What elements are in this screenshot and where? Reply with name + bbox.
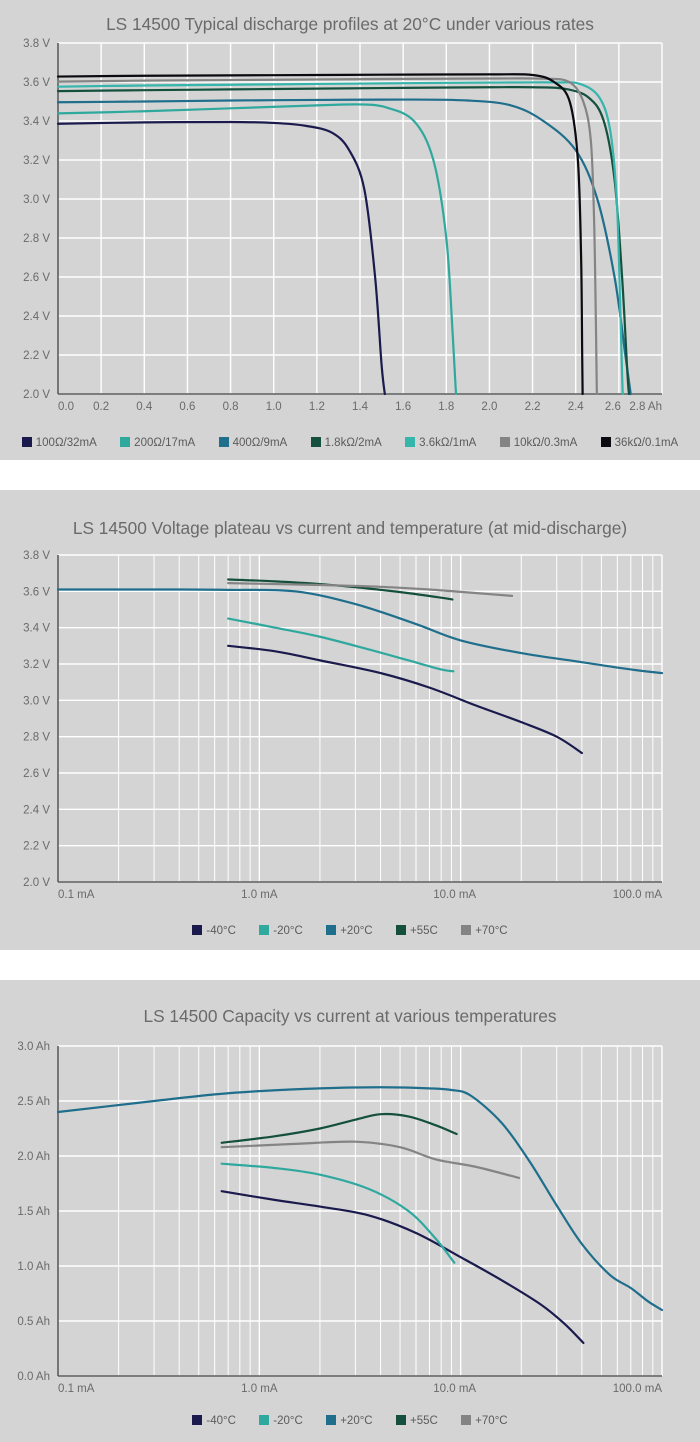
svg-text:1.8: 1.8 bbox=[438, 401, 454, 413]
svg-text:2.8 V: 2.8 V bbox=[23, 732, 50, 744]
svg-text:0.5 Ah: 0.5 Ah bbox=[17, 1316, 50, 1328]
svg-text:2.4 V: 2.4 V bbox=[23, 311, 50, 323]
svg-text:0.1 mA: 0.1 mA bbox=[58, 889, 95, 901]
svg-text:3.8 V: 3.8 V bbox=[23, 38, 50, 50]
svg-text:1.0 Ah: 1.0 Ah bbox=[17, 1261, 50, 1273]
svg-text:1.5 Ah: 1.5 Ah bbox=[17, 1206, 50, 1218]
svg-text:3.0 V: 3.0 V bbox=[23, 695, 50, 707]
svg-text:2.0 V: 2.0 V bbox=[23, 389, 50, 401]
svg-text:1.0: 1.0 bbox=[266, 401, 282, 413]
svg-text:10.0 mA: 10.0 mA bbox=[433, 889, 476, 901]
svg-text:3.6 V: 3.6 V bbox=[23, 77, 50, 89]
svg-text:0.4: 0.4 bbox=[136, 401, 153, 413]
svg-text:3.0 V: 3.0 V bbox=[23, 194, 50, 206]
svg-text:0.2: 0.2 bbox=[93, 401, 109, 413]
svg-text:0.0: 0.0 bbox=[58, 401, 74, 413]
svg-text:2.2: 2.2 bbox=[525, 401, 541, 413]
svg-text:1.2: 1.2 bbox=[309, 401, 325, 413]
svg-text:2.0 V: 2.0 V bbox=[23, 877, 50, 889]
svg-text:2.4 V: 2.4 V bbox=[23, 804, 50, 816]
svg-text:0.1 mA: 0.1 mA bbox=[58, 1383, 95, 1395]
svg-text:100.0 mA: 100.0 mA bbox=[613, 1383, 663, 1395]
svg-text:1.6: 1.6 bbox=[395, 401, 411, 413]
svg-text:2.6: 2.6 bbox=[605, 401, 621, 413]
svg-text:0.6: 0.6 bbox=[179, 401, 195, 413]
svg-text:1.0 mA: 1.0 mA bbox=[241, 1383, 278, 1395]
svg-text:2.6 V: 2.6 V bbox=[23, 768, 50, 780]
svg-text:3.8 V: 3.8 V bbox=[23, 550, 50, 562]
svg-text:1.0 mA: 1.0 mA bbox=[241, 889, 278, 901]
svg-text:2.8 V: 2.8 V bbox=[23, 233, 50, 245]
svg-text:0.0 Ah: 0.0 Ah bbox=[17, 1371, 50, 1383]
svg-text:3.0 Ah: 3.0 Ah bbox=[17, 1041, 50, 1053]
svg-text:100.0 mA: 100.0 mA bbox=[613, 889, 663, 901]
svg-text:2.0 Ah: 2.0 Ah bbox=[17, 1151, 50, 1163]
svg-text:3.4 V: 3.4 V bbox=[23, 623, 50, 635]
svg-text:2.5 Ah: 2.5 Ah bbox=[17, 1096, 50, 1108]
svg-text:2.2 V: 2.2 V bbox=[23, 350, 50, 362]
svg-text:3.2 V: 3.2 V bbox=[23, 659, 50, 671]
svg-text:3.2 V: 3.2 V bbox=[23, 155, 50, 167]
svg-text:2.6 V: 2.6 V bbox=[23, 272, 50, 284]
svg-text:10.0 mA: 10.0 mA bbox=[433, 1383, 476, 1395]
svg-text:0.8: 0.8 bbox=[223, 401, 239, 413]
svg-text:3.6 V: 3.6 V bbox=[23, 586, 50, 598]
svg-text:1.4: 1.4 bbox=[352, 401, 369, 413]
svg-text:2.4: 2.4 bbox=[568, 401, 585, 413]
svg-text:2.0: 2.0 bbox=[481, 401, 497, 413]
svg-text:3.4 V: 3.4 V bbox=[23, 116, 50, 128]
svg-text:2.8 Ah: 2.8 Ah bbox=[629, 401, 662, 413]
svg-text:2.2 V: 2.2 V bbox=[23, 841, 50, 853]
